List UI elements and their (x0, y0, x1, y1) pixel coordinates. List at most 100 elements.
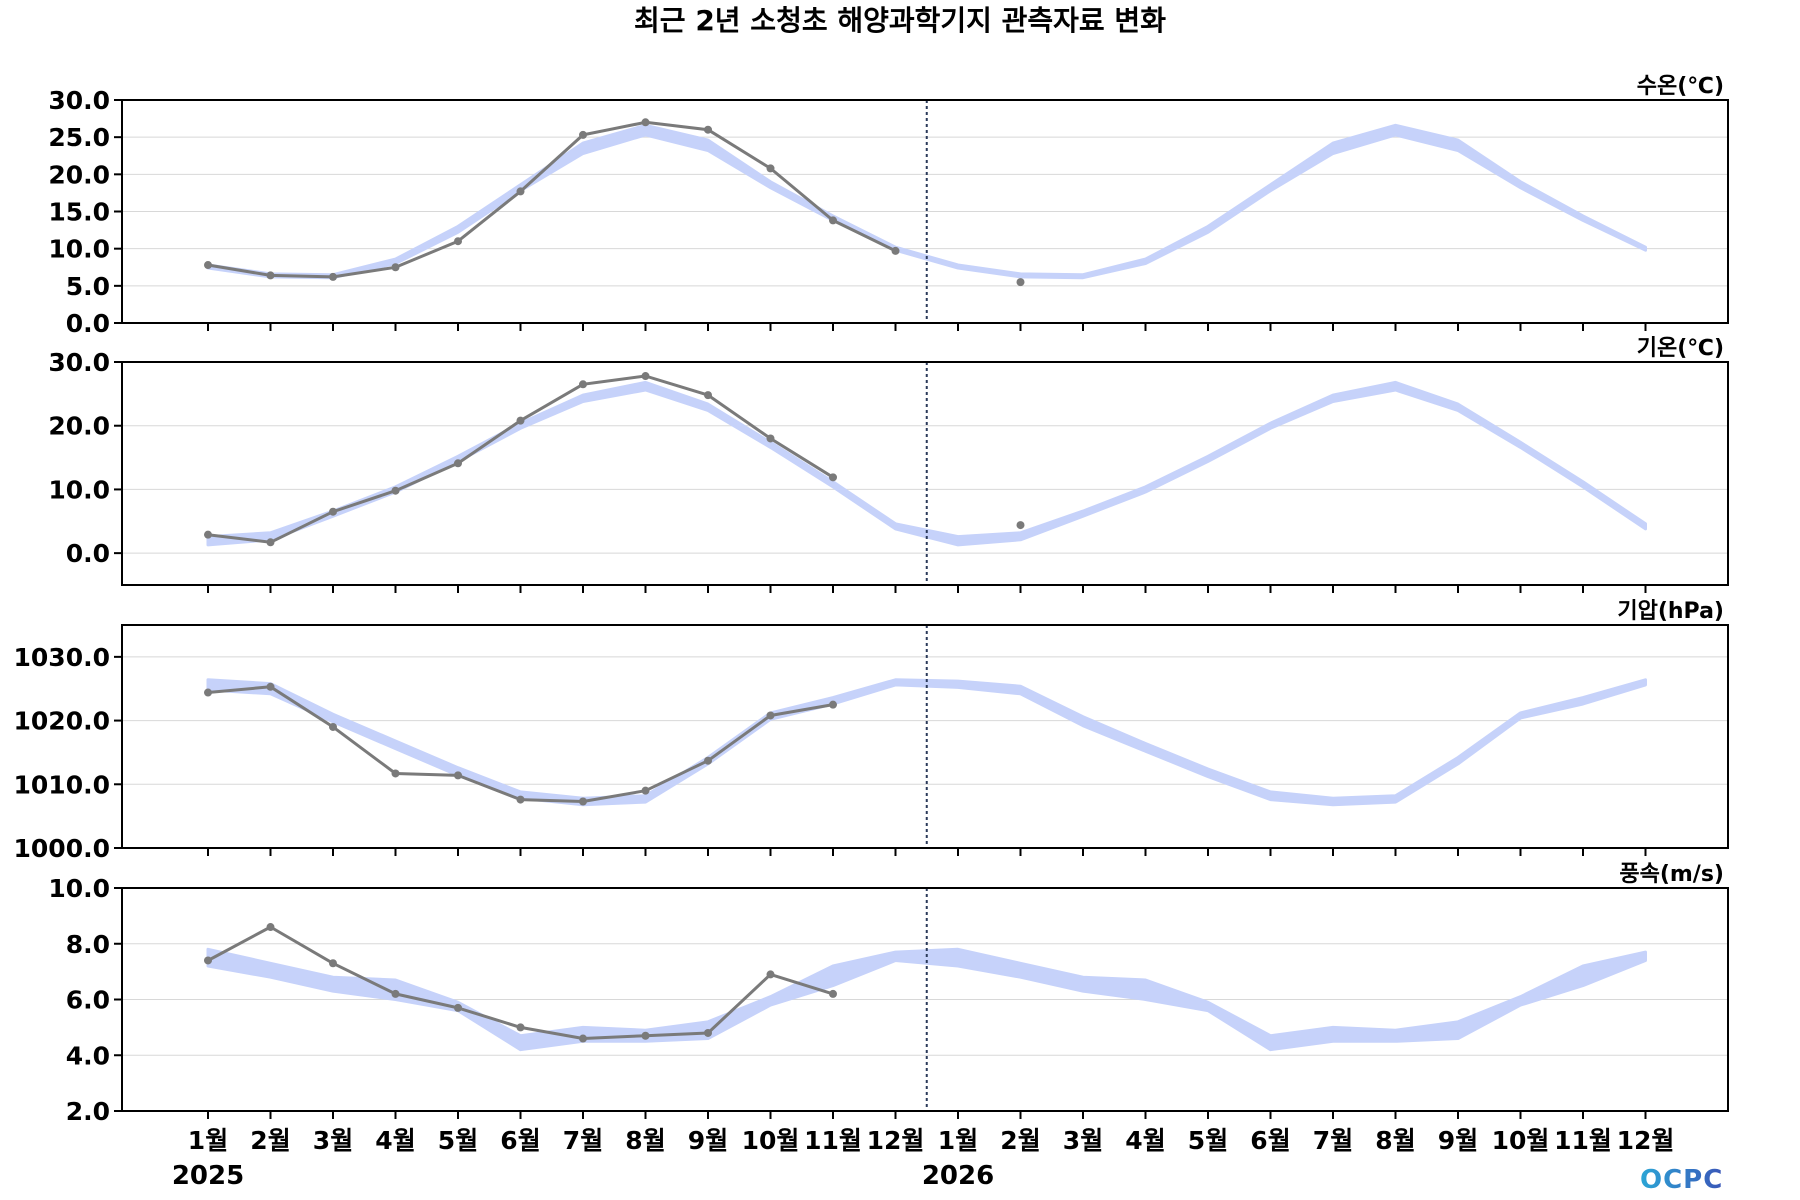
y-tick-label: 2.0 (66, 1097, 110, 1126)
observation-line (207, 120, 897, 279)
observation-point (1016, 521, 1025, 530)
observation-point (641, 118, 650, 127)
observation-point (266, 923, 275, 932)
year-label: 2025 (172, 1161, 244, 1191)
observation-point (641, 372, 650, 381)
observation-point (579, 1034, 587, 1043)
observation-point (579, 130, 587, 139)
observation-point (329, 272, 337, 281)
x-tick-label: 6월 (500, 1126, 540, 1155)
observation-point (391, 769, 400, 778)
observation-point (329, 722, 337, 731)
observation-point (641, 1031, 650, 1040)
observation-point (1016, 278, 1025, 287)
observation-point (829, 989, 837, 998)
observation-point (391, 989, 400, 998)
panel-label: 기압(hPa) (1617, 599, 1724, 624)
panel-1: 0.0 5.0 10.0 15.0 20.0 25.0 30.0 수온(℃) (48, 74, 1729, 338)
panel-label: 기온(℃) (1637, 336, 1724, 361)
y-tick-label: 1020.0 (14, 707, 110, 736)
observation-point (454, 1003, 462, 1012)
observation-point (891, 246, 900, 255)
observation-point (579, 380, 587, 389)
observation-point (516, 187, 525, 196)
observation-point (579, 797, 587, 806)
observation-point (454, 771, 462, 780)
x-tick-label: 3월 (1063, 1126, 1103, 1155)
panel-3: 1000.0 1010.0 1020.0 1030.0 기압(hPa) (14, 599, 1729, 863)
y-tick-label: 0.0 (66, 309, 110, 338)
x-tick-label: 9월 (1438, 1126, 1478, 1155)
observation-point (204, 688, 212, 697)
observation-line (207, 374, 834, 544)
x-axis: 1월 2월 3월 4월 5월 6월 7월 8월 9월 10월 11월 12월 1월 2월 3월 4월 5월 6월 7… (172, 1126, 1675, 1191)
x-tick-label: 4월 (1125, 1126, 1165, 1155)
observation-point (641, 786, 650, 795)
observation-point (329, 507, 337, 516)
x-tick-label: 10월 (1492, 1126, 1550, 1155)
observation-point (766, 711, 775, 720)
x-tick-label: 11월 (804, 1126, 862, 1155)
observation-point (516, 795, 525, 804)
y-tick-label: 6.0 (66, 986, 110, 1015)
x-tick-label: 7월 (563, 1126, 603, 1155)
x-tick-label: 6월 (1250, 1126, 1290, 1155)
y-tick-label: 30.0 (48, 86, 110, 115)
y-tick-label: 20.0 (48, 412, 110, 441)
observation-point (266, 538, 275, 547)
observation-point (266, 271, 275, 280)
panel-label: 풍속(m/s) (1619, 862, 1724, 887)
observation-point (204, 956, 212, 965)
observation-point (704, 125, 712, 134)
x-tick-label: 7월 (1313, 1126, 1353, 1155)
observation-point (766, 970, 775, 979)
observation-point (454, 459, 462, 468)
x-tick-label: 11월 (1554, 1126, 1612, 1155)
panel-label: 수온(℃) (1637, 74, 1724, 99)
x-tick-label: 9월 (688, 1126, 728, 1155)
y-tick-label: 10.0 (48, 235, 110, 264)
climatology-band (206, 947, 1647, 1052)
observation-point (766, 164, 775, 173)
ocpc-logo: OCPC (1640, 1165, 1722, 1195)
observation-point (391, 263, 400, 272)
y-tick-label: 0.0 (66, 539, 110, 568)
y-tick-label: 4.0 (66, 1041, 110, 1070)
y-tick-label: 1000.0 (14, 834, 110, 863)
x-tick-label: 8월 (1375, 1126, 1415, 1155)
observation-point (704, 756, 712, 765)
observation-point (829, 473, 837, 482)
x-tick-label: 2월 (1000, 1126, 1040, 1155)
y-tick-label: 15.0 (48, 198, 110, 227)
observation-point (454, 237, 462, 246)
y-tick-label: 10.0 (48, 475, 110, 504)
y-tick-label: 10.0 (48, 874, 110, 903)
observation-point (704, 391, 712, 400)
y-tick-label: 25.0 (48, 123, 110, 152)
y-tick-label: 1010.0 (14, 770, 110, 799)
y-tick-label: 5.0 (66, 272, 110, 301)
panel-2: 0.0 10.0 20.0 30.0 기온(℃) (48, 336, 1729, 593)
observation-point (516, 416, 525, 425)
observation-point (516, 1023, 525, 1032)
x-tick-label: 12월 (867, 1126, 925, 1155)
observation-point (829, 700, 837, 709)
x-tick-label: 8월 (625, 1126, 665, 1155)
observation-point (204, 530, 212, 539)
observation-point (266, 682, 275, 691)
x-tick-label: 2월 (250, 1126, 290, 1155)
year-label: 2026 (922, 1161, 994, 1191)
chart-title: 최근 2년 소청초 해양과학기지 관측자료 변화 (634, 4, 1166, 37)
observation-point (829, 216, 837, 225)
observation-point (329, 959, 337, 968)
y-tick-label: 8.0 (66, 930, 110, 959)
panel-frame (121, 624, 1729, 849)
x-tick-label: 12월 (1617, 1126, 1675, 1155)
observation-point (704, 1028, 712, 1037)
y-tick-label: 1030.0 (14, 643, 110, 672)
chart-panels: 0.0 5.0 10.0 15.0 20.0 25.0 30.0 수온(℃) 0.0 10.0 20… (14, 74, 1729, 1126)
x-tick-label: 10월 (742, 1126, 800, 1155)
climatology-band (206, 123, 1647, 280)
x-tick-label: 4월 (375, 1126, 415, 1155)
